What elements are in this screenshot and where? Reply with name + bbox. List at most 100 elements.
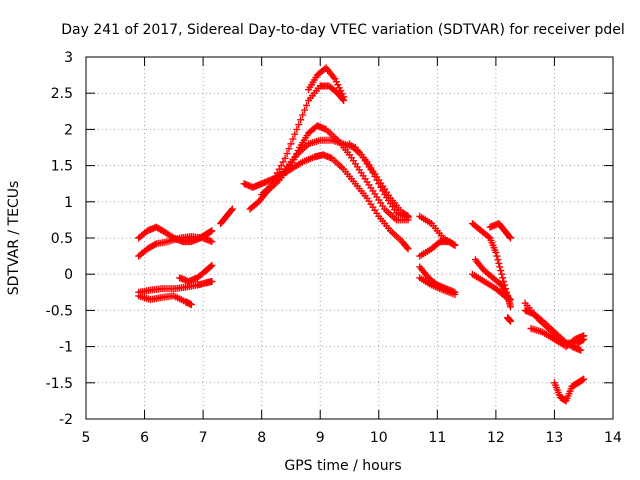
data-point-marker	[497, 267, 505, 275]
x-axis-label: GPS time / hours	[284, 458, 401, 474]
data-points	[135, 64, 588, 405]
data-point-marker	[227, 206, 235, 214]
data-point-marker	[451, 241, 459, 249]
data-point-marker	[371, 172, 379, 180]
data-point-marker	[340, 93, 348, 101]
x-tick-label: 11	[428, 430, 446, 446]
data-point-marker	[377, 183, 385, 191]
data-point-marker	[208, 227, 216, 235]
series-arc-5	[176, 262, 216, 285]
x-tick-label: 7	[199, 430, 208, 446]
data-point-marker	[379, 187, 387, 195]
series-arc-2	[135, 233, 216, 260]
y-tick-label: 0	[64, 267, 73, 283]
data-point-marker	[580, 375, 588, 383]
data-point-marker	[271, 172, 279, 180]
data-point-marker	[492, 248, 500, 256]
x-tick-label: 6	[140, 430, 149, 446]
data-point-marker	[507, 234, 515, 242]
data-point-marker	[404, 245, 412, 253]
data-point-marker	[207, 262, 215, 270]
data-point-marker	[375, 180, 383, 188]
data-point-marker	[451, 290, 459, 298]
y-tick-label: 0.5	[51, 231, 73, 247]
data-point-marker	[485, 233, 493, 241]
data-point-marker	[279, 158, 287, 166]
series-arc-18	[486, 220, 515, 242]
data-point-marker	[507, 296, 515, 304]
data-point-marker	[289, 135, 297, 143]
data-point-marker	[151, 241, 159, 249]
series-arc-23	[521, 306, 588, 347]
data-point-marker	[281, 154, 289, 162]
series-arc-25	[550, 375, 588, 405]
x-axis-tick-labels: 5 6 7 8 9 10 11 12 13 14	[82, 430, 622, 446]
y-tick-label: 3	[64, 50, 73, 66]
y-tick-label: -2	[59, 412, 73, 428]
data-point-marker	[275, 165, 283, 173]
series-arc-3	[135, 277, 216, 296]
x-tick-label: 13	[546, 430, 564, 446]
y-tick-label: 2.5	[51, 86, 73, 102]
y-tick-label: -0.5	[46, 303, 73, 319]
data-point-marker	[506, 233, 514, 241]
series-arc-16	[416, 274, 459, 298]
data-point-marker	[273, 169, 281, 177]
plot-frame	[85, 56, 614, 420]
data-point-marker	[498, 270, 506, 278]
data-point-marker	[277, 162, 285, 170]
data-point-marker	[293, 125, 301, 133]
data-point-marker	[303, 101, 311, 109]
x-tick-label: 5	[82, 430, 91, 446]
axis-ticks	[85, 56, 614, 420]
series-arc-11	[305, 64, 348, 101]
data-point-marker	[507, 317, 515, 325]
data-point-marker	[499, 274, 507, 282]
series-arc-12	[346, 140, 412, 222]
x-tick-label: 14	[604, 430, 622, 446]
series-arc-21	[504, 314, 515, 325]
y-axis-label: SDTVAR / TECUs	[6, 181, 22, 296]
data-point-marker	[187, 301, 195, 309]
series-arc-4	[135, 292, 195, 309]
data-point-marker	[228, 205, 236, 213]
x-tick-label: 8	[257, 430, 266, 446]
data-point-marker	[496, 263, 504, 271]
x-tick-label: 10	[370, 430, 388, 446]
data-point-marker	[287, 140, 295, 148]
data-point-marker	[577, 346, 585, 354]
series-arc-14	[416, 238, 459, 260]
data-point-marker	[297, 116, 305, 124]
x-tick-label: 12	[487, 430, 505, 446]
data-point-marker	[283, 150, 291, 158]
series-arc-10	[269, 82, 348, 184]
data-point-marker	[208, 238, 216, 246]
data-point-marker	[373, 176, 381, 184]
y-tick-label: 1	[64, 195, 73, 211]
y-tick-label: -1	[59, 340, 73, 356]
series-arc-6	[217, 205, 236, 228]
y-tick-label: -1.5	[46, 376, 73, 392]
series-arc-20	[471, 256, 512, 300]
data-point-marker	[208, 277, 216, 285]
y-axis-tick-labels: 3 2.5 2 1.5 1 0.5 0 -0.5 -1 -1.5 -2	[46, 50, 73, 428]
data-point-marker	[493, 252, 501, 260]
series-arc-24	[527, 325, 588, 351]
y-tick-label: 2	[64, 122, 73, 138]
data-point-marker	[301, 106, 309, 114]
x-tick-label: 9	[316, 430, 325, 446]
data-point-marker	[403, 244, 411, 252]
chart-title: Day 241 of 2017, Sidereal Day-to-day VTE…	[61, 22, 625, 38]
data-point-marker	[285, 145, 293, 153]
grid-lines	[85, 56, 614, 420]
data-point-marker	[404, 214, 412, 222]
series-arc-8	[246, 122, 412, 224]
y-tick-label: 1.5	[51, 159, 73, 175]
data-point-marker	[507, 303, 515, 311]
data-point-marker	[369, 169, 377, 177]
data-point-marker	[494, 256, 502, 264]
data-point-marker	[495, 259, 503, 267]
data-point-marker	[291, 130, 299, 138]
data-point-marker	[580, 332, 588, 340]
